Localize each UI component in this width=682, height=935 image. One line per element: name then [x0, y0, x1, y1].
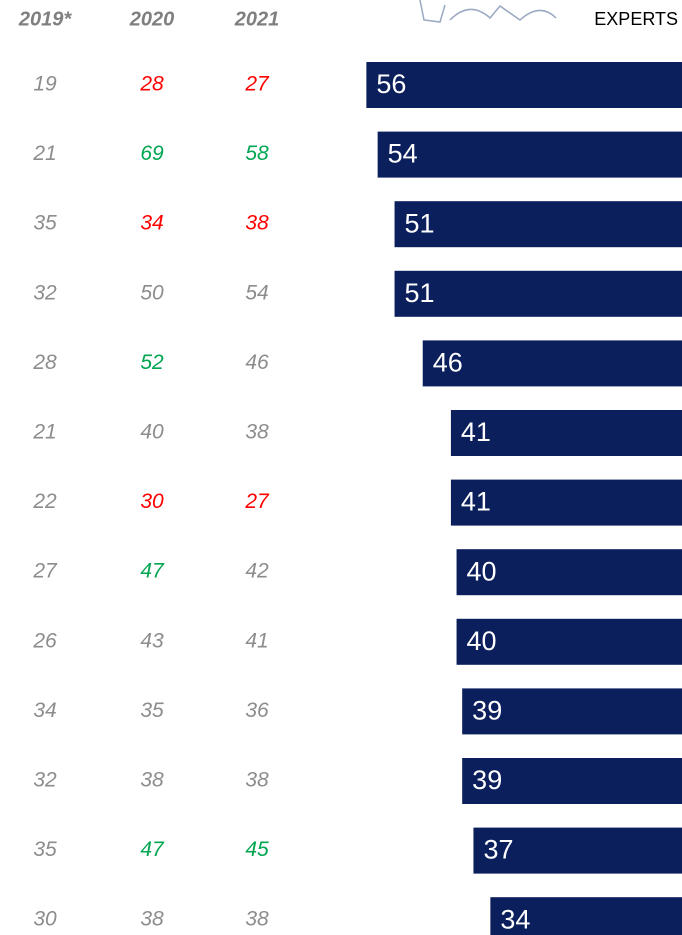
value-cell: 32 [33, 769, 57, 792]
bar-label: 51 [405, 208, 435, 238]
column-header: 2019* [18, 8, 72, 30]
value-cell: 21 [32, 421, 56, 444]
value-cell: 28 [139, 73, 164, 96]
value-cell: 50 [140, 281, 164, 304]
column-header: 2020 [129, 8, 175, 30]
value-cell: 38 [140, 769, 164, 792]
value-cell: 40 [140, 421, 164, 444]
value-cell: 38 [245, 212, 269, 235]
value-cell: 34 [140, 212, 163, 235]
bar [422, 340, 682, 387]
bar-label: 41 [461, 487, 491, 517]
bar [473, 827, 682, 874]
bar-label: 51 [405, 278, 435, 308]
value-cell: 35 [140, 699, 164, 722]
bar-label: 40 [467, 556, 497, 586]
bar [450, 410, 682, 456]
value-cell: 42 [245, 560, 269, 583]
value-cell: 22 [32, 490, 57, 513]
value-cell: 45 [245, 838, 269, 861]
bar [394, 201, 682, 248]
bar [394, 270, 682, 317]
value-cell: 35 [33, 838, 57, 861]
value-cell: 27 [32, 560, 58, 583]
value-cell: 69 [140, 142, 164, 165]
column-header: 2021 [234, 8, 280, 30]
header-sketch [419, 0, 557, 23]
bar [377, 131, 682, 178]
bar-label: 34 [500, 904, 530, 934]
bar-label: 56 [376, 69, 406, 99]
bar-label: 46 [433, 348, 463, 378]
value-cell: 36 [245, 699, 269, 722]
value-cell: 38 [245, 769, 269, 792]
value-cell: 38 [245, 908, 269, 931]
bar [456, 618, 682, 665]
bar-label: 54 [388, 139, 418, 169]
value-cell: 38 [140, 908, 164, 931]
value-cell: 32 [33, 281, 57, 304]
value-cell: 19 [33, 73, 57, 96]
bar-label: 39 [472, 696, 502, 726]
value-cell: 41 [245, 629, 268, 652]
value-cell: 30 [33, 908, 57, 931]
value-cell: 27 [244, 490, 270, 513]
bar [462, 688, 682, 735]
bar [490, 897, 682, 935]
value-cell: 38 [245, 421, 269, 444]
value-cell: 46 [245, 351, 269, 374]
value-cell: 43 [140, 629, 164, 652]
value-cell: 47 [140, 838, 165, 861]
value-cell: 58 [245, 142, 269, 165]
bar-label: 39 [472, 765, 502, 795]
value-cell: 28 [32, 351, 57, 374]
value-cell: 54 [245, 281, 268, 304]
bar [450, 479, 682, 526]
bar-label: 37 [483, 835, 513, 865]
bar-label: 41 [461, 417, 491, 447]
bar-label: 40 [467, 626, 497, 656]
value-cell: 21 [32, 142, 56, 165]
value-cell: 52 [140, 351, 164, 374]
value-cell: 27 [244, 73, 270, 96]
value-cell: 47 [140, 560, 165, 583]
value-cell: 34 [33, 699, 56, 722]
bar [456, 549, 682, 596]
bar [366, 62, 682, 108]
value-cell: 35 [33, 212, 57, 235]
bar-header: EXPERTS [594, 9, 678, 29]
bar [462, 758, 682, 804]
value-cell: 30 [140, 490, 164, 513]
value-cell: 26 [32, 629, 57, 652]
